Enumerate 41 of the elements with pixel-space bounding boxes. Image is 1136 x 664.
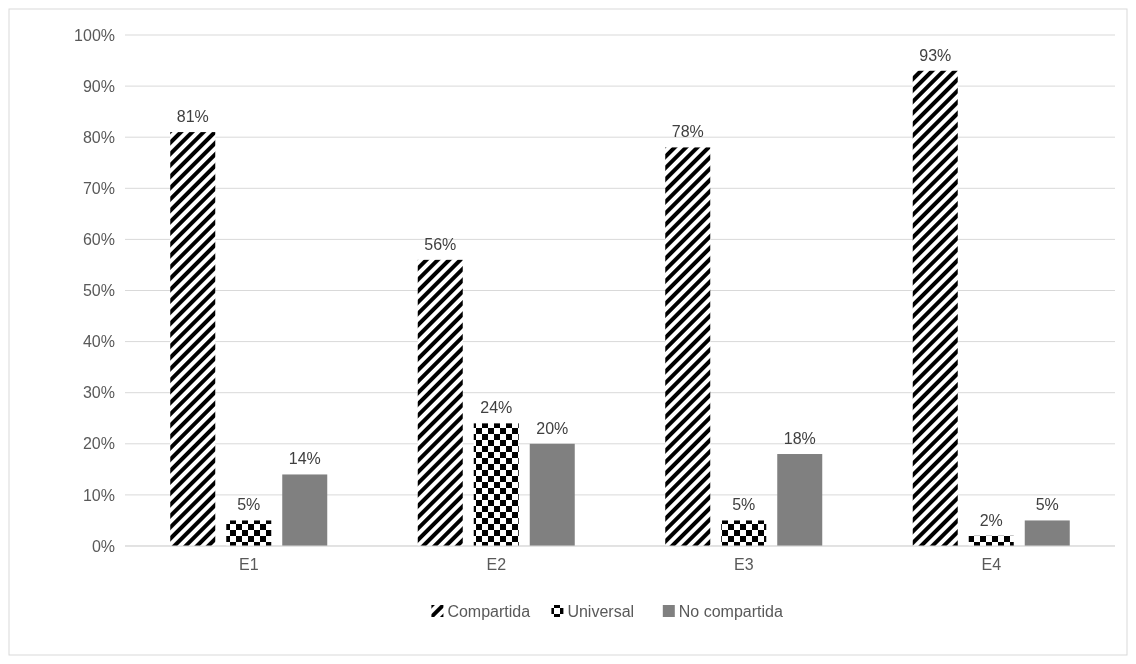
bar [529, 443, 575, 546]
data-label: 93% [919, 46, 952, 64]
bar [721, 520, 767, 546]
y-tick-label: 90% [82, 77, 115, 95]
x-tick-label: E1 [238, 556, 259, 573]
data-label: 14% [288, 450, 321, 468]
data-label: 5% [732, 496, 756, 514]
data-label: 5% [237, 496, 261, 514]
y-tick-label: 50% [82, 282, 115, 300]
bar [912, 70, 958, 546]
x-tick-label: E3 [733, 556, 754, 573]
bar [417, 259, 463, 546]
data-label: 78% [671, 123, 704, 141]
legend-label: Compartida [447, 602, 531, 620]
legend-label: No compartida [678, 602, 783, 620]
y-tick-label: 60% [82, 231, 115, 248]
legend-label: Universal [567, 602, 635, 620]
y-tick-label: 80% [82, 128, 115, 146]
y-tick-label: 0% [91, 537, 115, 555]
y-tick-label: 70% [82, 179, 115, 197]
bar [170, 132, 216, 546]
x-tick-label: E2 [486, 556, 507, 573]
data-label: 20% [536, 419, 569, 437]
data-label: 2% [979, 511, 1003, 529]
y-tick-label: 100% [74, 26, 115, 44]
data-label: 18% [783, 430, 816, 448]
data-label: 56% [424, 235, 457, 253]
bar [777, 454, 823, 546]
bar [665, 147, 711, 546]
y-tick-label: 30% [82, 384, 115, 402]
y-tick-label: 10% [82, 486, 115, 504]
bar [473, 423, 519, 546]
bar [1024, 520, 1070, 546]
data-label: 24% [480, 399, 513, 417]
data-label: 5% [1035, 496, 1059, 514]
y-tick-label: 40% [82, 333, 115, 351]
data-label: 81% [176, 108, 209, 126]
bar [282, 474, 328, 546]
x-tick-label: E4 [981, 556, 1002, 573]
y-tick-label: 20% [82, 435, 115, 453]
bar [226, 520, 272, 546]
